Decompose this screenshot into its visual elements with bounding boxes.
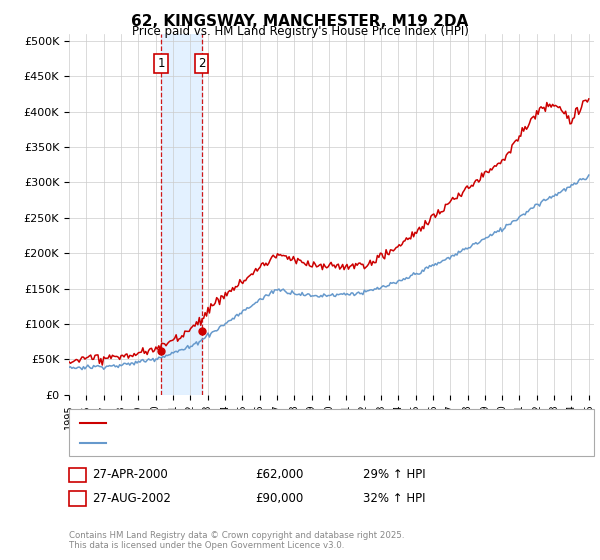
- Text: £90,000: £90,000: [255, 492, 303, 505]
- Text: 62, KINGSWAY, MANCHESTER, M19 2DA (semi-detached house): 62, KINGSWAY, MANCHESTER, M19 2DA (semi-…: [111, 418, 441, 428]
- Text: Contains HM Land Registry data © Crown copyright and database right 2025.
This d: Contains HM Land Registry data © Crown c…: [69, 530, 404, 550]
- Text: 27-APR-2000: 27-APR-2000: [92, 468, 167, 482]
- Text: £62,000: £62,000: [255, 468, 304, 482]
- Text: HPI: Average price, semi-detached house, Manchester: HPI: Average price, semi-detached house,…: [111, 438, 394, 448]
- Text: 1: 1: [74, 468, 81, 482]
- Text: 2: 2: [74, 492, 81, 505]
- Text: 2: 2: [198, 57, 205, 70]
- Text: 27-AUG-2002: 27-AUG-2002: [92, 492, 170, 505]
- Text: 62, KINGSWAY, MANCHESTER, M19 2DA: 62, KINGSWAY, MANCHESTER, M19 2DA: [131, 14, 469, 29]
- Text: 1: 1: [157, 57, 165, 70]
- Text: Price paid vs. HM Land Registry's House Price Index (HPI): Price paid vs. HM Land Registry's House …: [131, 25, 469, 38]
- Text: 32% ↑ HPI: 32% ↑ HPI: [363, 492, 425, 505]
- Bar: [161, 34, 202, 395]
- Text: 29% ↑ HPI: 29% ↑ HPI: [363, 468, 425, 482]
